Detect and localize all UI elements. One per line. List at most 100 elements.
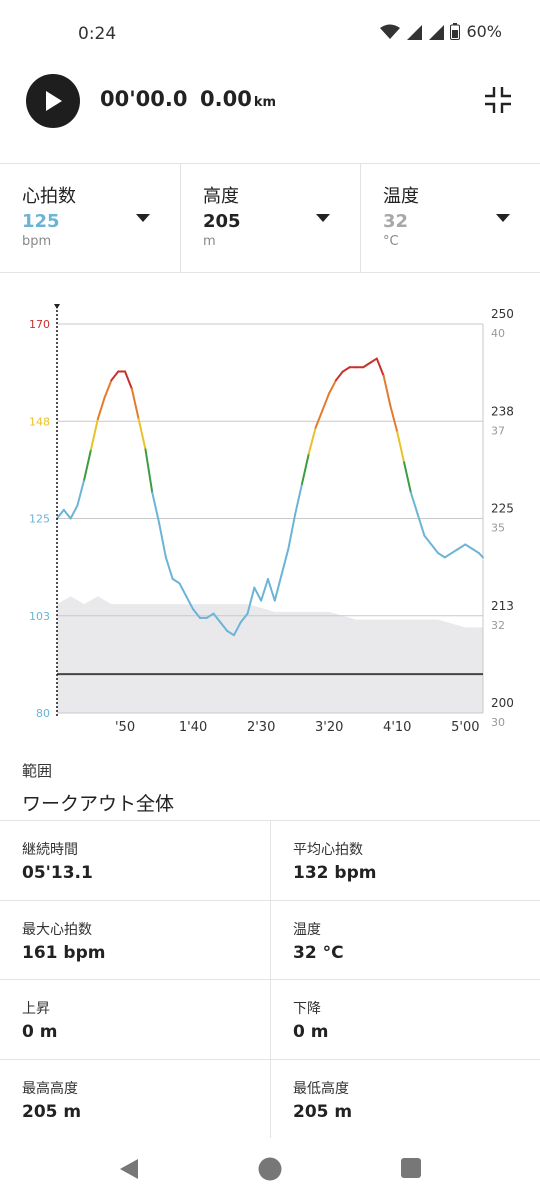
heart-rate-segment [151,491,161,524]
selector-label: 温度 [383,186,419,207]
selector-value: 32 [383,211,409,232]
recents-icon[interactable] [400,1157,422,1179]
selector-label: 高度 [203,186,239,207]
altitude-area [57,596,483,713]
heart-rate-segment [294,482,303,516]
heart-rate-segment [471,547,480,555]
heart-rate-segment [62,508,72,520]
stat-duration: 継続時間 05'13.1 [0,820,270,900]
play-icon [46,91,62,111]
range-value: ワークアウト全体 [22,793,175,815]
heart-rate-segment [430,543,440,555]
workout-chart[interactable]: 170 148 125 103 80 250 238 225 213 200 40 37 35 32 30 '… [0,290,540,740]
heart-rate-segment [382,374,392,408]
heart-rate-segment [341,366,351,373]
altitude-tick-label: 225 [491,502,514,516]
heart-rate-segment [464,543,474,550]
heart-rate-segment [103,379,113,399]
graph-selectors: 心拍数 125 bpm 高度 205 m 温度 32 °C [0,163,540,273]
heart-rate-segment [219,621,229,632]
status-icons: 60% [380,22,502,41]
range-section[interactable]: 範囲 ワークアウト全体 [0,760,540,820]
heart-rate-segment [450,547,460,555]
heart-rate-segment [246,586,256,615]
heart-rate-segment [437,552,446,559]
heart-rate-segment [192,608,201,619]
selector-value: 125 [22,211,60,232]
stat-value: 205 m [293,1101,353,1122]
stat-label: 平均心拍数 [293,842,363,858]
heart-rate-segment [416,513,426,537]
heart-rate-segment [396,431,406,464]
distance-value: 0.00 [200,87,252,111]
temperature-tick-label: 40 [491,327,505,340]
hr-tick-label: 170 [29,318,50,331]
heart-rate-segment [300,452,310,485]
heart-rate-segment [362,361,372,369]
heart-rate-segment [266,578,276,602]
altitude-tick-label: 250 [491,307,514,321]
hr-tick-label: 103 [29,610,50,623]
heart-rate-segment [335,370,344,382]
distance: 0.00 km [200,87,276,111]
selector-temperature[interactable]: 温度 32 °C [360,164,540,272]
heart-rate-segment [124,370,133,390]
battery-icon [450,23,461,40]
stat-value: 161 bpm [22,942,106,963]
stat-max-altitude: 最高高度 205 m [0,1058,270,1139]
stat-max-heart-rate: 最大心拍数 161 bpm [0,899,270,980]
stat-value: 132 bpm [293,863,377,883]
signal-icon-2 [429,24,445,40]
hr-tick-label: 148 [29,415,50,428]
play-button[interactable] [26,74,80,128]
back-icon[interactable] [118,1157,140,1181]
stat-label: 最高高度 [22,1080,78,1097]
stat-label: 上昇 [22,1001,50,1017]
stat-descent: 下降 0 m [270,979,540,1059]
elapsed-time: 00'00.0 [100,87,188,111]
heart-rate-segment [403,461,412,494]
status-time: 0:24 [78,24,117,44]
stat-label: 最大心拍数 [22,921,92,938]
home-icon[interactable] [258,1157,282,1181]
stat-value: 0 m [22,1022,58,1042]
stat-value: 0 m [293,1022,329,1042]
altitude-tick-label: 213 [491,599,514,613]
heart-rate-segment [443,552,453,559]
heart-rate-segment [69,504,79,520]
temperature-tick-label: 35 [491,522,505,535]
stat-avg-heart-rate: 平均心拍数 132 bpm [270,820,540,900]
heart-rate-segment [328,379,338,395]
status-bar: 0:24 60% [0,0,540,68]
selector-heart-rate[interactable]: 心拍数 125 bpm [0,164,180,272]
signal-icon [407,24,423,40]
distance-unit: km [253,95,277,110]
heart-rate-segment [389,405,399,434]
selector-unit: m [203,234,216,249]
heart-rate-segment [171,578,181,585]
heart-rate-segment [321,392,331,412]
heart-rate-segment [287,513,297,550]
selector-value: 205 [203,211,241,232]
heart-rate-segment [260,578,269,602]
heart-rate-segment [477,552,484,559]
stat-label: 最低高度 [293,1080,349,1097]
heart-rate-segment [178,582,188,598]
heart-rate-segment [239,612,249,624]
dropdown-arrow-icon [316,214,330,222]
heart-rate-segment [423,534,433,546]
stats-grid: 継続時間 05'13.1 平均心拍数 132 bpm 最大心拍数 161 bpm 温度… [0,820,540,1138]
hr-tick-label: 80 [36,707,50,720]
selector-unit: °C [383,234,399,249]
range-label: 範囲 [22,762,53,780]
heart-rate-segment [457,543,467,550]
heart-rate-segment [137,418,147,451]
temperature-tick-label: 37 [491,424,505,437]
collapse-button[interactable] [484,86,512,114]
heart-rate-segment [369,357,378,364]
temperature-tick-label: 32 [491,619,505,632]
selector-altitude[interactable]: 高度 205 m [180,164,360,272]
stat-label: 下降 [293,1001,321,1017]
hr-tick-label: 125 [29,513,50,526]
time-tick-label: 3'20 [315,720,343,735]
